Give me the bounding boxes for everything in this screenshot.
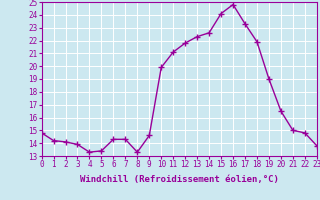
- X-axis label: Windchill (Refroidissement éolien,°C): Windchill (Refroidissement éolien,°C): [80, 175, 279, 184]
